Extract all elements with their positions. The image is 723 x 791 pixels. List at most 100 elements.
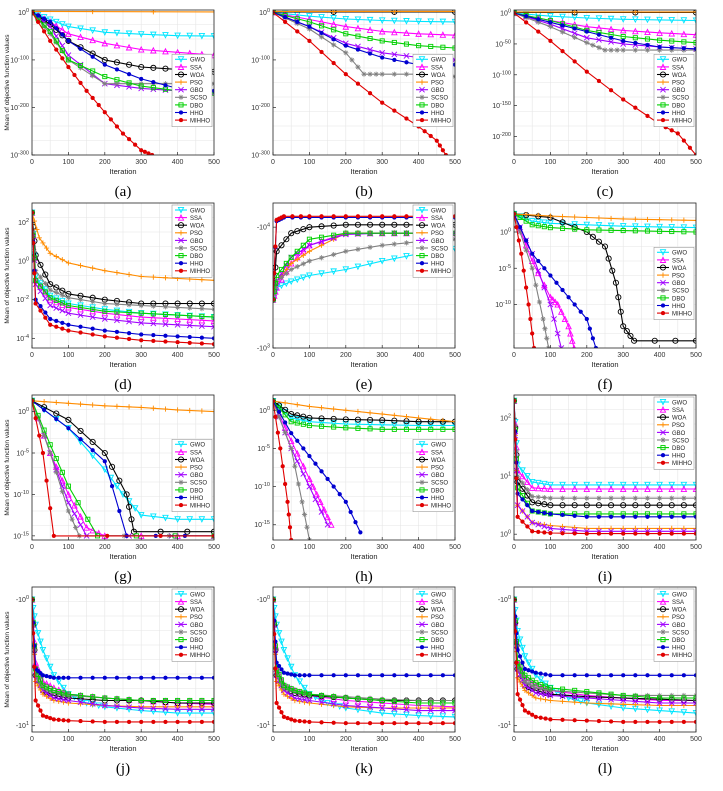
marker-ssa <box>309 482 317 490</box>
marker-hho <box>584 673 589 678</box>
x-tick-label: 400 <box>654 736 666 743</box>
marker-dbo <box>276 671 282 677</box>
marker-ssa <box>330 20 337 28</box>
marker-mihho <box>307 214 312 219</box>
marker-gbo <box>47 302 54 309</box>
marker-ssa <box>313 490 321 498</box>
marker-gbo <box>47 692 54 699</box>
marker-pso <box>693 702 696 709</box>
marker-hho <box>669 45 674 50</box>
marker-legend-pso <box>178 230 184 236</box>
marker-mihho <box>187 719 192 725</box>
panel-label-l: (l) <box>597 761 613 777</box>
marker-legend-dbo <box>419 487 425 493</box>
marker-mihho <box>522 708 528 713</box>
marker-hho <box>367 673 373 678</box>
marker-hho <box>163 675 168 680</box>
marker-dbo <box>644 228 650 234</box>
marker-hho <box>289 672 294 677</box>
marker-dbo <box>440 44 446 50</box>
x-tick-label: 100 <box>545 544 557 551</box>
marker-woa <box>379 417 386 424</box>
marker-scso <box>669 495 675 501</box>
y-tick-label: -101 <box>257 721 270 730</box>
marker-dbo <box>657 228 663 234</box>
marker-mihho <box>515 692 520 697</box>
legend-entry-ssa: SSA <box>672 258 684 264</box>
marker-mihho <box>523 20 529 25</box>
x-tick-label: 200 <box>581 352 593 359</box>
marker-mihho <box>514 628 518 634</box>
y-tick-label: 10-10 <box>254 482 270 491</box>
marker-mihho <box>273 414 278 420</box>
marker-gwo <box>59 21 66 28</box>
marker-mihho <box>331 720 336 725</box>
series-markers-dbo <box>514 597 696 701</box>
marker-woa <box>595 502 602 509</box>
series-line-pso <box>514 213 696 221</box>
marker-gwo <box>101 29 109 36</box>
marker-woa <box>354 416 361 423</box>
x-axis-label: Iteration <box>591 360 618 369</box>
series-line-scso <box>273 238 455 300</box>
marker-pso <box>428 705 434 711</box>
marker-mihho <box>90 332 95 337</box>
x-tick-label: 0 <box>271 352 275 359</box>
marker-hho <box>633 673 638 678</box>
marker-dbo <box>78 62 84 68</box>
marker-scso <box>547 495 553 501</box>
marker-gbo <box>138 705 145 711</box>
marker-hho <box>331 484 336 489</box>
marker-gwo <box>306 418 313 426</box>
marker-pso <box>126 703 132 709</box>
marker-hho <box>40 673 46 678</box>
marker-gwo <box>131 505 139 512</box>
marker-legend-mihho <box>660 310 666 316</box>
marker-dbo <box>379 697 385 704</box>
marker-gbo <box>547 692 554 699</box>
marker-gbo <box>211 323 214 330</box>
marker-woa <box>608 502 615 509</box>
marker-scso <box>150 303 156 309</box>
marker-gwo <box>50 672 58 679</box>
marker-pso <box>542 697 549 703</box>
marker-pso <box>199 277 205 283</box>
marker-gwo <box>318 270 325 278</box>
y-axis-label: Mean of objective function values <box>4 419 11 516</box>
marker-woa <box>601 243 609 250</box>
marker-dbo <box>41 427 47 433</box>
marker-dbo <box>379 230 385 236</box>
marker-dbo <box>608 227 614 233</box>
marker-mihho <box>285 499 290 504</box>
legend-entry-gbo: GBO <box>190 623 204 629</box>
marker-mihho <box>437 143 442 148</box>
marker-pso <box>138 273 144 280</box>
marker-dbo <box>33 277 39 283</box>
marker-gwo <box>210 33 214 40</box>
marker-scso <box>632 47 638 53</box>
marker-hho <box>520 660 525 665</box>
marker-mihho <box>66 64 71 70</box>
marker-hho <box>54 416 59 422</box>
marker-mihho <box>528 316 533 322</box>
marker-mihho <box>32 240 36 246</box>
marker-dbo <box>367 697 373 703</box>
legend-entry-woa: WOA <box>190 73 204 79</box>
marker-ssa <box>528 257 536 265</box>
marker-dbo <box>355 696 361 702</box>
marker-hho <box>319 30 324 36</box>
marker-pso <box>282 400 288 406</box>
marker-scso <box>90 299 96 305</box>
marker-mihho <box>56 717 61 722</box>
marker-legend-pso <box>660 272 666 278</box>
marker-pso <box>175 407 181 413</box>
marker-hho <box>285 671 290 676</box>
marker-gwo <box>583 221 591 229</box>
legend-entry-hho: HHO <box>431 496 445 502</box>
marker-gbo <box>114 703 120 710</box>
y-tick-label: 100 <box>500 228 511 237</box>
marker-gwo <box>632 481 639 489</box>
marker-scso <box>533 685 539 691</box>
marker-mihho <box>126 719 132 725</box>
marker-gbo <box>318 509 325 515</box>
